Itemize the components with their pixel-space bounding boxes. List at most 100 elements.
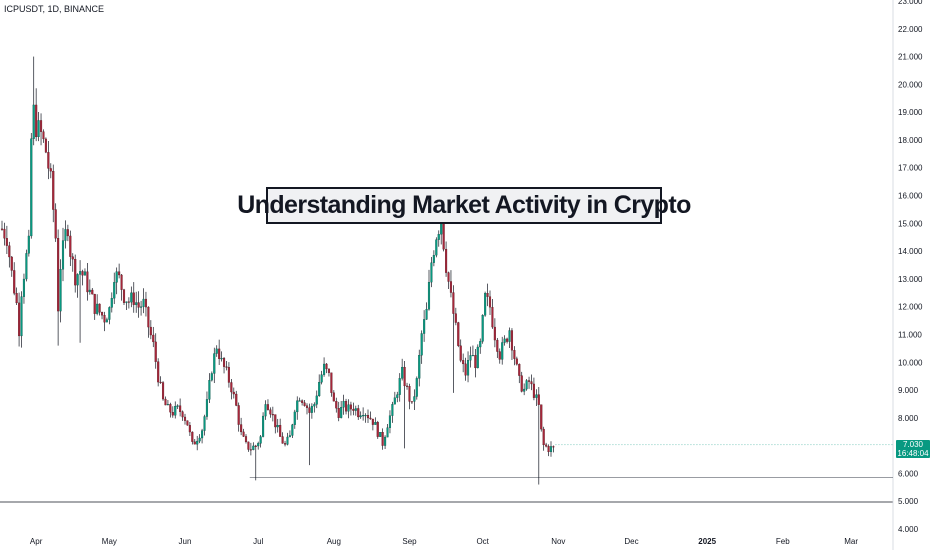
candle-body xyxy=(499,352,501,360)
candle-body xyxy=(472,355,474,356)
candle-body xyxy=(26,253,28,279)
candle-body xyxy=(104,315,106,322)
candle-body xyxy=(79,271,81,274)
candle-body xyxy=(189,425,191,432)
y-tick-label: 9.000 xyxy=(898,386,919,395)
candle-body xyxy=(274,415,276,427)
candle-body xyxy=(357,408,359,416)
candle-body xyxy=(94,294,96,314)
candle-body xyxy=(291,425,293,436)
candle-body xyxy=(477,347,479,368)
candle-body xyxy=(243,432,245,437)
candle-body xyxy=(118,272,120,275)
candle-body xyxy=(255,446,257,447)
y-tick-label: 17.000 xyxy=(898,164,923,173)
bar-countdown: 16:48:04 xyxy=(896,449,930,458)
candle-body xyxy=(489,297,491,307)
candle-body xyxy=(331,373,333,393)
candle-body xyxy=(211,373,213,380)
candle-body xyxy=(182,412,184,417)
candle-body xyxy=(340,407,342,418)
candle-body xyxy=(284,443,286,444)
candle-body xyxy=(474,355,476,368)
candle-body xyxy=(111,298,113,307)
x-tick-label: Sep xyxy=(402,537,417,546)
candle-body xyxy=(372,419,374,425)
candle-body xyxy=(62,241,64,270)
candle-body xyxy=(126,302,128,303)
x-tick-label: Nov xyxy=(551,537,565,546)
candle-body xyxy=(35,105,37,137)
candle-body xyxy=(209,380,211,399)
candle-body xyxy=(233,392,235,394)
candle-body xyxy=(494,327,496,340)
candle-body xyxy=(484,293,486,315)
candle-body xyxy=(82,271,84,275)
candle-body xyxy=(540,405,542,429)
candle-body xyxy=(445,249,447,272)
candle-body xyxy=(470,355,472,360)
candle-body xyxy=(448,273,450,282)
candle-body xyxy=(496,340,498,351)
candle-body xyxy=(265,404,267,416)
candle-body xyxy=(282,437,284,444)
candle-body xyxy=(423,319,425,333)
candle-body xyxy=(150,327,152,335)
candle-body xyxy=(418,355,420,378)
candle-body xyxy=(165,399,167,405)
candle-body xyxy=(543,429,545,445)
y-tick-label: 5.000 xyxy=(898,497,919,506)
candle-body xyxy=(531,382,533,384)
candle-body xyxy=(482,315,484,341)
y-tick-label: 21.000 xyxy=(898,53,923,62)
candle-body xyxy=(1,229,3,230)
candle-body xyxy=(487,293,489,296)
candle-body xyxy=(123,290,125,303)
candle-body xyxy=(404,367,406,386)
candle-body xyxy=(11,257,13,270)
candle-body xyxy=(235,394,237,405)
candle-body xyxy=(389,416,391,428)
candle-body xyxy=(352,409,354,410)
candle-body xyxy=(116,272,118,283)
candle-body xyxy=(223,358,225,366)
candle-body xyxy=(140,307,142,308)
candle-body xyxy=(345,401,347,411)
candle-body xyxy=(396,395,398,398)
candle-body xyxy=(523,389,525,391)
candle-body xyxy=(252,446,254,450)
title-text: Understanding Market Activity in Crypto xyxy=(237,191,691,220)
candle-body xyxy=(45,139,47,152)
x-tick-label: 2025 xyxy=(698,537,716,546)
candle-body xyxy=(365,415,367,416)
candle-body xyxy=(550,446,552,451)
y-tick-label: 6.000 xyxy=(898,469,919,478)
candle-body xyxy=(162,382,164,399)
candle-body xyxy=(184,417,186,421)
candle-body xyxy=(392,404,394,415)
candle-body xyxy=(33,105,35,139)
candle-body xyxy=(28,236,30,253)
candle-body xyxy=(526,381,528,390)
candle-body xyxy=(313,404,315,406)
candle-body xyxy=(99,304,101,312)
candle-body xyxy=(270,410,272,414)
y-tick-label: 4.000 xyxy=(898,525,919,534)
candle-body xyxy=(133,293,135,305)
candle-body xyxy=(101,312,103,315)
x-tick-label: May xyxy=(102,537,117,546)
x-tick-label: Jul xyxy=(253,537,263,546)
candle-body xyxy=(465,364,467,375)
candle-body xyxy=(479,341,481,347)
candle-body xyxy=(467,360,469,375)
candle-body xyxy=(506,339,508,342)
y-tick-label: 8.000 xyxy=(898,414,919,423)
x-tick-label: Dec xyxy=(624,537,638,546)
candle-body xyxy=(289,435,291,437)
candle-body xyxy=(294,412,296,425)
current-price: 7.030 xyxy=(896,440,930,449)
candle-body xyxy=(21,297,23,336)
candle-body xyxy=(374,422,376,424)
y-tick-label: 20.000 xyxy=(898,80,923,89)
